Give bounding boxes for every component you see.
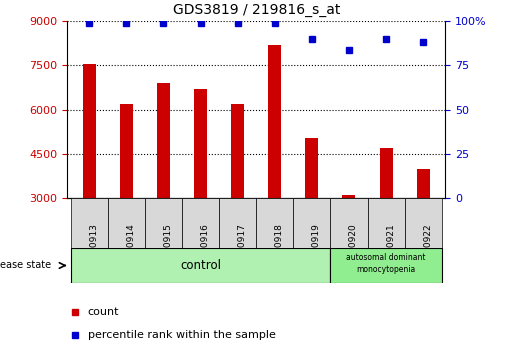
Text: GSM400917: GSM400917 — [237, 223, 247, 278]
Text: GSM400918: GSM400918 — [275, 223, 284, 278]
Text: GSM400914: GSM400914 — [126, 223, 135, 278]
Bar — [157, 83, 170, 198]
Bar — [120, 104, 133, 198]
Text: percentile rank within the sample: percentile rank within the sample — [88, 330, 276, 341]
Text: GSM400922: GSM400922 — [423, 223, 432, 278]
FancyBboxPatch shape — [405, 198, 442, 248]
FancyBboxPatch shape — [331, 198, 368, 248]
Text: count: count — [88, 307, 119, 318]
Text: GSM400919: GSM400919 — [312, 223, 321, 278]
FancyBboxPatch shape — [182, 198, 219, 248]
FancyBboxPatch shape — [145, 198, 182, 248]
Text: GSM400916: GSM400916 — [200, 223, 210, 278]
Bar — [342, 195, 355, 198]
Bar — [231, 104, 244, 198]
FancyBboxPatch shape — [71, 248, 331, 283]
Bar — [305, 138, 318, 198]
Bar — [268, 45, 281, 198]
Title: GDS3819 / 219816_s_at: GDS3819 / 219816_s_at — [173, 4, 340, 17]
Text: GSM400921: GSM400921 — [386, 223, 395, 278]
FancyBboxPatch shape — [368, 198, 405, 248]
Text: GSM400915: GSM400915 — [163, 223, 173, 278]
FancyBboxPatch shape — [294, 198, 331, 248]
FancyBboxPatch shape — [256, 198, 294, 248]
FancyBboxPatch shape — [331, 248, 442, 283]
Text: autosomal dominant
monocytopenia: autosomal dominant monocytopenia — [347, 253, 426, 274]
Bar — [194, 89, 207, 198]
Text: GSM400913: GSM400913 — [89, 223, 98, 278]
FancyBboxPatch shape — [219, 198, 256, 248]
Bar — [83, 64, 96, 198]
Text: control: control — [180, 259, 221, 272]
Text: disease state: disease state — [0, 261, 52, 270]
Text: GSM400920: GSM400920 — [349, 223, 358, 278]
FancyBboxPatch shape — [71, 198, 108, 248]
Bar — [380, 148, 392, 198]
Bar — [417, 169, 430, 198]
FancyBboxPatch shape — [108, 198, 145, 248]
